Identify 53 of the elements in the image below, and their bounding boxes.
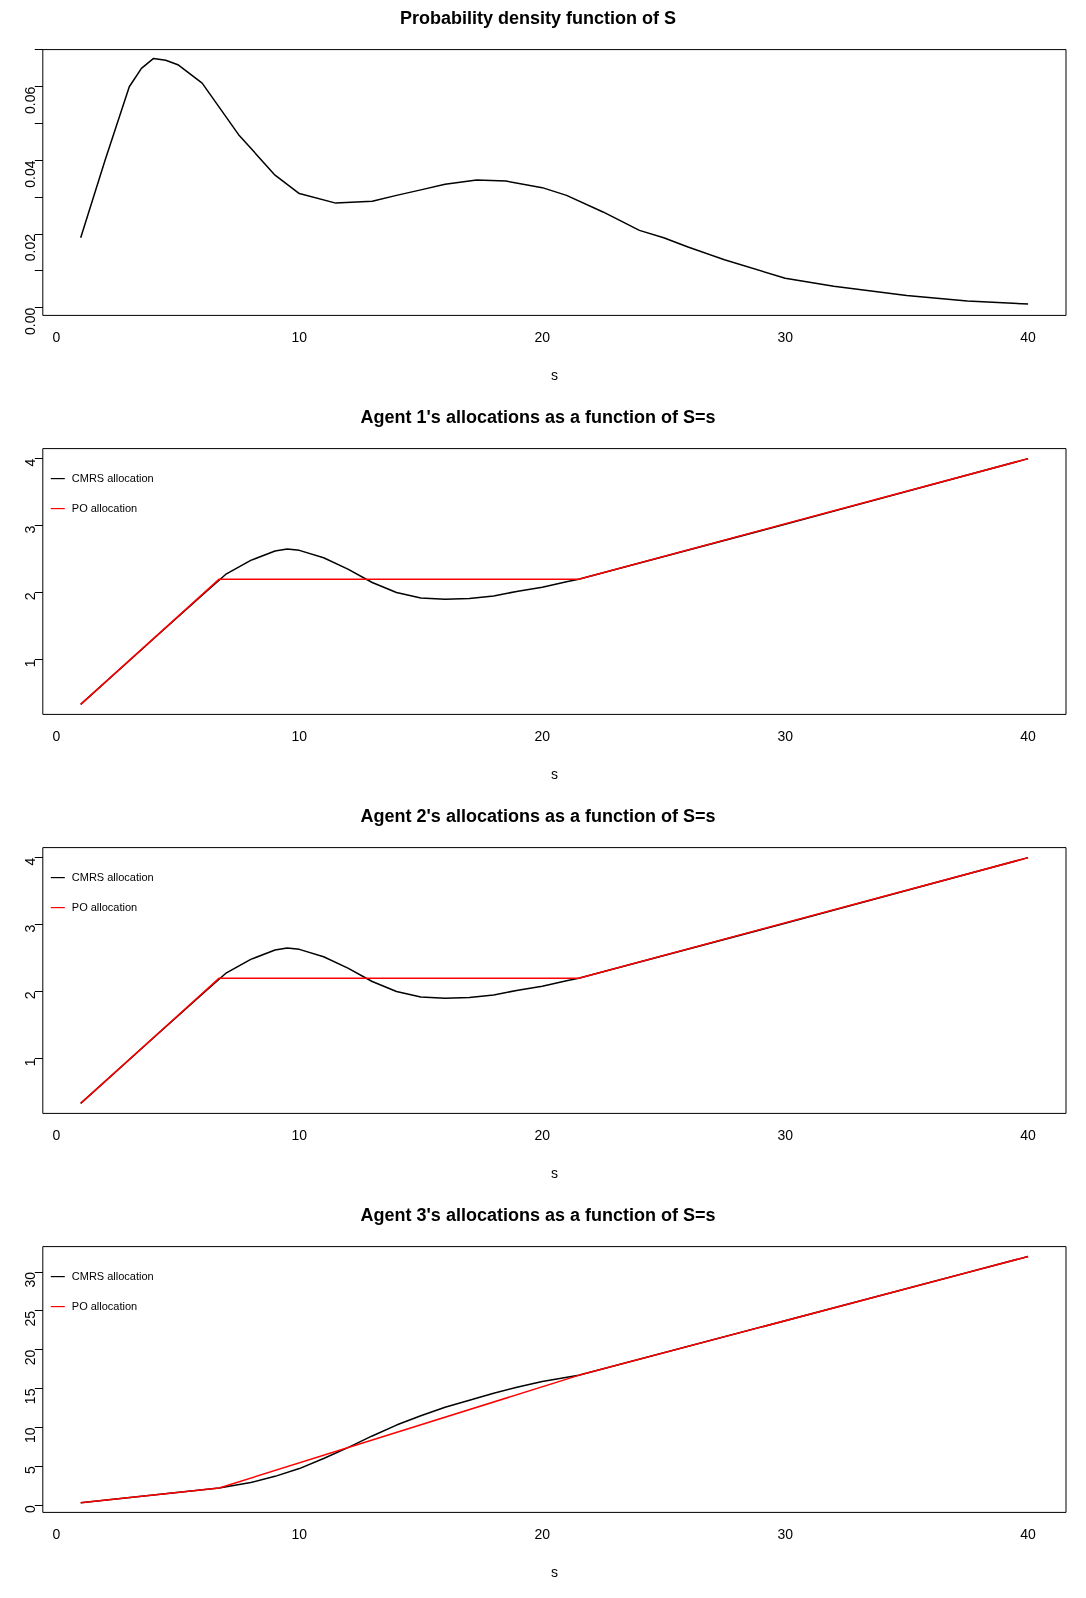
y-tick-label: 3 <box>21 525 38 534</box>
legend-label: CMRS allocation <box>71 1269 154 1282</box>
x-tick-label: 30 <box>777 1126 794 1143</box>
y-tick-label: 1 <box>21 1058 38 1067</box>
y-tick-label: 5 <box>21 1466 38 1475</box>
y-tick-label: 4 <box>21 857 38 866</box>
y-tick-label: 3 <box>21 924 38 933</box>
chart-title: Agent 1's allocations as a function of S=s <box>360 406 716 427</box>
y-tick-label: 10 <box>21 1427 38 1443</box>
chart-title: Agent 2's allocations as a function of S=s <box>360 805 716 826</box>
x-axis-title: s <box>550 367 558 384</box>
x-tick-label: 0 <box>52 328 61 345</box>
x-tick-label: 20 <box>534 727 551 744</box>
x-axis-title: s <box>550 1165 558 1182</box>
y-tick-label: 0.06 <box>21 86 38 115</box>
x-tick-label: 10 <box>291 328 308 345</box>
x-tick-label: 30 <box>777 328 794 345</box>
y-tick-label: 30 <box>21 1271 38 1288</box>
x-tick-label: 10 <box>291 727 308 744</box>
y-tick-label: 4 <box>21 458 38 467</box>
x-tick-label: 10 <box>291 1126 308 1143</box>
y-tick-label: 20 <box>21 1349 38 1366</box>
x-tick-label: 20 <box>534 328 551 345</box>
legend-label: PO allocation <box>71 900 138 913</box>
y-tick-label: 0.04 <box>21 160 38 188</box>
x-axis-title: s <box>550 766 558 783</box>
y-tick-label: 0.02 <box>21 233 38 262</box>
x-tick-label: 30 <box>777 1525 794 1542</box>
x-tick-label: 0 <box>52 1525 61 1542</box>
x-tick-label: 0 <box>52 1126 61 1143</box>
x-tick-label: 20 <box>534 1525 551 1542</box>
y-tick-label: 0.00 <box>21 307 38 335</box>
x-tick-label: 0 <box>52 727 61 744</box>
x-axis-title: s <box>550 1564 558 1581</box>
y-tick-label: 2 <box>21 991 38 1000</box>
x-tick-label: 10 <box>291 1525 308 1542</box>
y-tick-label: 1 <box>21 659 38 668</box>
x-tick-label: 40 <box>1020 328 1037 345</box>
legend-label: PO allocation <box>71 501 138 514</box>
x-tick-label: 40 <box>1020 1126 1037 1143</box>
x-tick-label: 40 <box>1020 727 1037 744</box>
y-tick-label: 0 <box>21 1504 38 1513</box>
y-tick-label: 2 <box>21 592 38 601</box>
chart-title: Probability density function of S <box>399 7 677 28</box>
chart-title: Agent 3's allocations as a function of S=s <box>360 1204 716 1225</box>
legend-label: CMRS allocation <box>71 471 154 484</box>
x-tick-label: 40 <box>1020 1525 1037 1542</box>
legend-label: PO allocation <box>71 1299 138 1312</box>
x-tick-label: 30 <box>777 727 794 744</box>
y-tick-label: 25 <box>21 1310 38 1327</box>
legend-label: CMRS allocation <box>71 870 154 883</box>
y-tick-label: 15 <box>21 1388 38 1405</box>
x-tick-label: 20 <box>534 1126 551 1143</box>
